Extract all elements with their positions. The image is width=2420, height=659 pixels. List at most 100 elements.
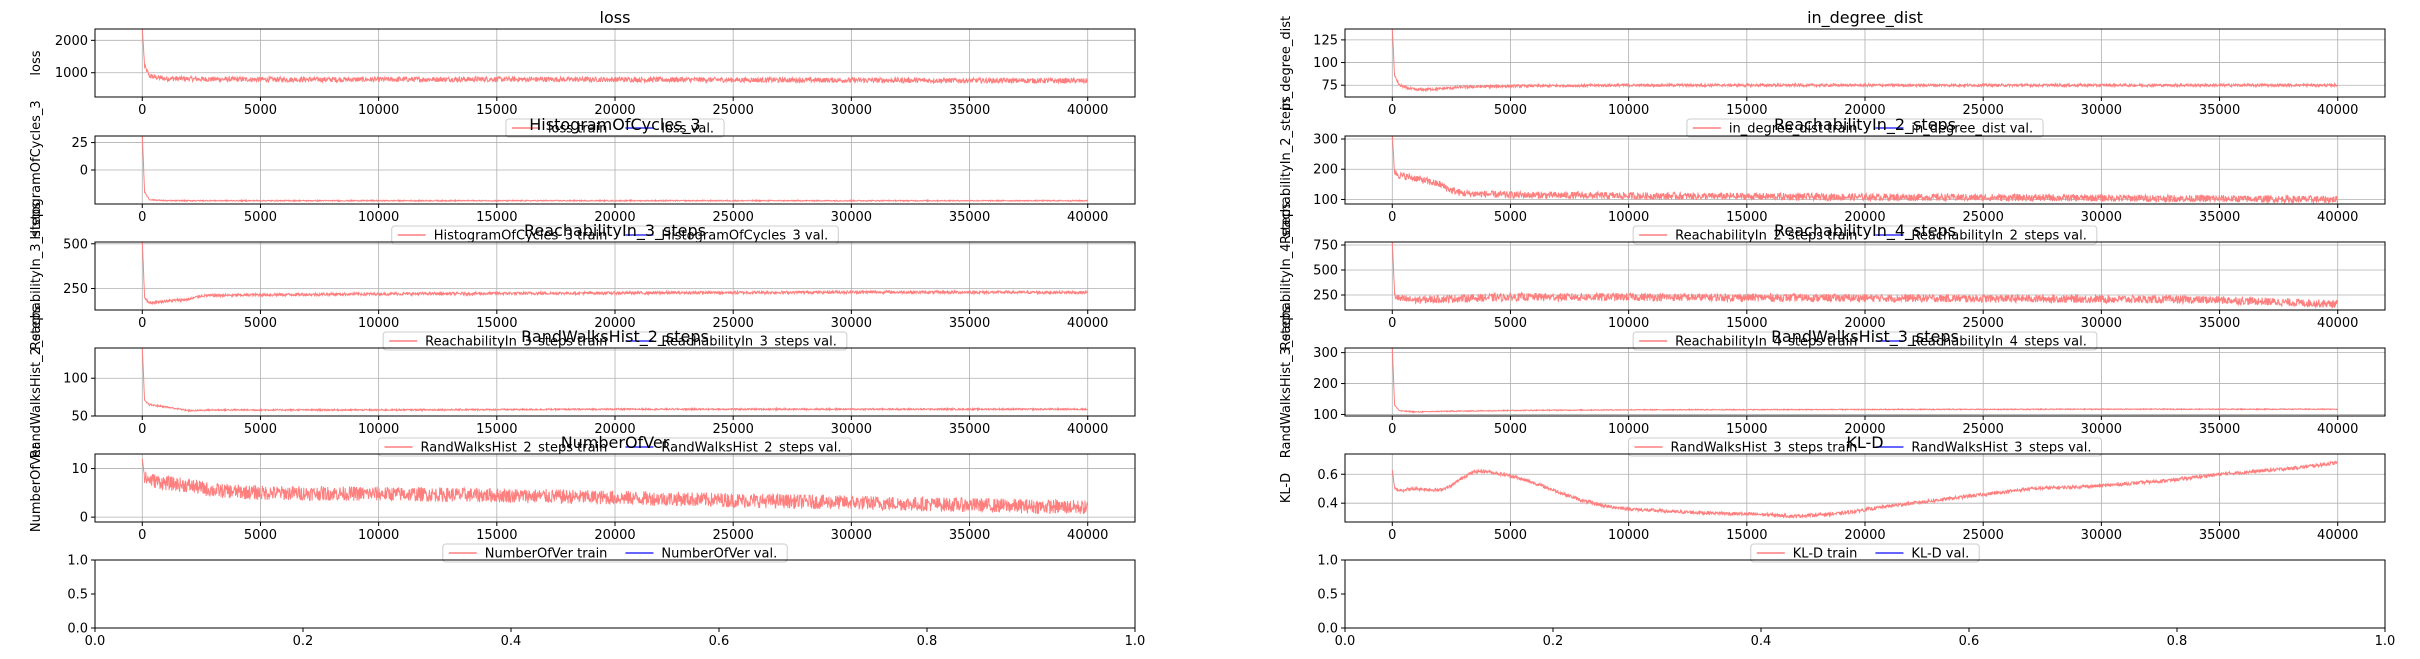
x-tick-label: 5000 xyxy=(1494,528,1527,543)
series-line-1 xyxy=(1391,136,2339,204)
subplot-11: 0.0 0.2 0.4 0.6 0.8 1.0 0.0 0.5 1.0 xyxy=(67,554,1145,650)
series-line-1 xyxy=(1391,460,2339,520)
x-tick-label: 25000 xyxy=(713,422,754,437)
legend-entry: NumberOfVer val. xyxy=(661,547,777,562)
y-tick-label: 100 xyxy=(1313,193,1338,208)
legend-entry: in_degree_dist val. xyxy=(1911,122,2033,137)
legend-entry: ReachabilityIn_2_steps train xyxy=(1675,229,1857,244)
axes-frame xyxy=(1344,559,2386,629)
x-tick-label: 25000 xyxy=(713,528,754,543)
legend: ReachabilityIn_3_steps train Reachability… xyxy=(382,331,848,351)
subplot-title: HistogramOfCycles_3 xyxy=(529,115,700,135)
y-tick-label: 25 xyxy=(71,136,88,151)
y-axis-label: in_degree_dist xyxy=(1279,16,1294,110)
x-tick-label: 15000 xyxy=(476,210,517,225)
y-tick-label: 250 xyxy=(63,282,88,297)
y-tick-label: 500 xyxy=(63,237,88,252)
x-tick-label: 20000 xyxy=(594,210,635,225)
x-tick-label: 25000 xyxy=(1963,528,2004,543)
x-tick-label: 40000 xyxy=(1067,316,1108,331)
x-tick-label: 35000 xyxy=(949,103,990,118)
y-axis-label: ReachabilityIn_2_steps xyxy=(1279,96,1294,244)
y-axis-label: ReachabilityIn_3_steps xyxy=(29,202,44,350)
y-axis-label: NumberOfVer xyxy=(29,443,44,532)
x-tick-label: 20000 xyxy=(1844,103,1885,118)
x-tick-label: 0 xyxy=(1388,422,1396,437)
legend: RandWalksHist_2_steps train RandWalksHist… xyxy=(378,437,852,457)
series-line-1 xyxy=(1391,348,2339,414)
x-tick-label: 20000 xyxy=(1844,422,1885,437)
x-tick-label: 30000 xyxy=(2081,422,2122,437)
y-axis-label: RandWalksHist_2_steps xyxy=(29,306,44,459)
x-tick-label: 40000 xyxy=(1067,210,1108,225)
legend: loss train loss val. xyxy=(505,118,725,138)
x-tick-label: 10000 xyxy=(1608,210,1649,225)
y-tick-label: 300 xyxy=(1313,133,1338,148)
y-tick-label: 0.5 xyxy=(67,588,88,603)
y-axis-label: RandWalksHist_3_steps xyxy=(1279,306,1294,459)
x-tick-label: 0 xyxy=(138,316,146,331)
x-tick-label: 40000 xyxy=(2317,422,2358,437)
x-tick-label: 10000 xyxy=(358,528,399,543)
y-tick-label: 0 xyxy=(80,164,88,179)
x-tick-label: 0 xyxy=(1388,528,1396,543)
x-tick-label: 35000 xyxy=(949,210,990,225)
x-tick-label: 10000 xyxy=(1608,316,1649,331)
y-axis-label: loss xyxy=(29,50,44,75)
x-tick-label: 35000 xyxy=(2199,103,2240,118)
x-tick-label: 15000 xyxy=(476,316,517,331)
y-tick-label: 0.0 xyxy=(1317,622,1338,637)
x-tick-label: 25000 xyxy=(713,103,754,118)
subplot-title: ReachabilityIn_2_steps xyxy=(1774,115,1956,135)
y-tick-label: 100 xyxy=(1313,56,1338,71)
x-tick-label: 35000 xyxy=(2199,316,2240,331)
subplot-title: loss xyxy=(600,8,631,27)
x-tick-label: 30000 xyxy=(831,103,872,118)
subplot-title: KL-D xyxy=(1846,433,1883,452)
x-tick-label: 0 xyxy=(138,103,146,118)
y-tick-label: 200 xyxy=(1313,377,1338,392)
x-tick-label: 5000 xyxy=(244,210,277,225)
subplot-title: ReachabilityIn_4_steps xyxy=(1774,221,1956,241)
x-tick-label: 30000 xyxy=(2081,103,2122,118)
legend: ReachabilityIn_2_steps train Reachability… xyxy=(1632,225,2098,245)
x-tick-label: 15000 xyxy=(1726,422,1767,437)
x-tick-label: 40000 xyxy=(2317,210,2358,225)
series-line-1 xyxy=(141,29,1088,85)
axes-frame xyxy=(94,559,1136,629)
legend-entry: ReachabilityIn_3_steps val. xyxy=(661,335,836,350)
series-line-1 xyxy=(141,242,1089,306)
y-tick-label: 200 xyxy=(1313,163,1338,178)
legend-entry: loss train xyxy=(548,122,608,137)
x-tick-label: 15000 xyxy=(1726,210,1767,225)
x-tick-label: 10000 xyxy=(358,103,399,118)
x-tick-label: 30000 xyxy=(831,316,872,331)
x-tick-label: 15000 xyxy=(1726,103,1767,118)
legend-entry: RandWalksHist_2_steps val. xyxy=(661,441,841,456)
series-line-1 xyxy=(1391,29,2339,93)
subplot-2: 0 5000 10000 15000 20000 25000 30000 35000 40000… xyxy=(1279,8,2386,138)
subplot-title: in_degree_dist xyxy=(1807,8,1923,28)
legend-entry: ReachabilityIn_4_steps train xyxy=(1675,335,1857,350)
x-tick-label: 15000 xyxy=(1726,528,1767,543)
y-tick-label: 10 xyxy=(71,462,88,477)
legend-entry: ReachabilityIn_3_steps train xyxy=(425,335,607,350)
x-tick-label: 5000 xyxy=(244,422,277,437)
y-tick-label: 100 xyxy=(1313,408,1338,423)
y-tick-label: 500 xyxy=(1313,264,1338,279)
x-tick-label: 5000 xyxy=(244,316,277,331)
x-tick-label: 30000 xyxy=(831,528,872,543)
x-tick-label: 30000 xyxy=(2081,528,2122,543)
x-tick-label: 30000 xyxy=(2081,210,2122,225)
legend-entry: KL-D train xyxy=(1793,547,1858,562)
y-axis-label: KL-D xyxy=(1279,473,1294,503)
x-tick-label: 10000 xyxy=(358,422,399,437)
x-tick-label: 20000 xyxy=(594,422,635,437)
legend: HistogramOfCycles_3 train HistogramOfCycl… xyxy=(391,225,839,245)
legend-entry: HistogramOfCycles_3 train xyxy=(434,229,608,244)
subplot-10: 0 5000 10000 15000 20000 25000 30000 35000 40000… xyxy=(1279,433,2386,563)
y-tick-label: 0.4 xyxy=(1317,497,1338,512)
x-tick-label: 25000 xyxy=(713,316,754,331)
subplot-title: RandWalksHist_3_steps xyxy=(1771,327,1959,347)
